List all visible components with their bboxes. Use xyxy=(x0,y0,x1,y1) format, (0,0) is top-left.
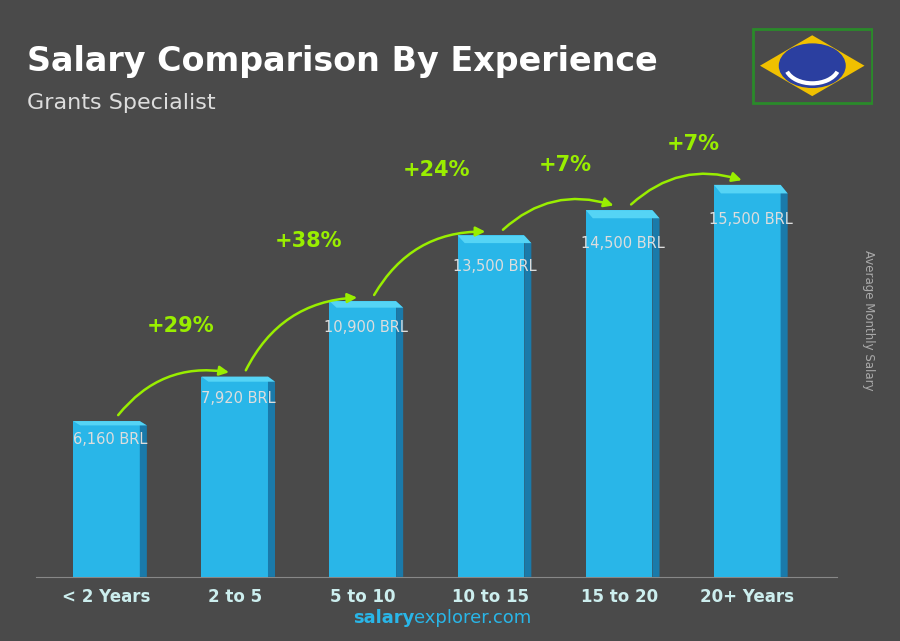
Polygon shape xyxy=(760,35,865,96)
Bar xyxy=(329,301,396,577)
Text: 13,500 BRL: 13,500 BRL xyxy=(453,260,536,274)
Polygon shape xyxy=(652,210,660,577)
Text: 15,500 BRL: 15,500 BRL xyxy=(709,212,793,228)
Text: +7%: +7% xyxy=(538,154,591,175)
Text: 6,160 BRL: 6,160 BRL xyxy=(73,432,148,447)
Text: 7,920 BRL: 7,920 BRL xyxy=(201,390,275,406)
Polygon shape xyxy=(140,421,147,577)
Polygon shape xyxy=(73,421,147,426)
Polygon shape xyxy=(329,301,403,308)
Text: salary: salary xyxy=(353,609,414,627)
Polygon shape xyxy=(780,185,788,577)
Polygon shape xyxy=(457,235,531,243)
Bar xyxy=(457,235,525,577)
Polygon shape xyxy=(202,376,275,381)
Polygon shape xyxy=(268,376,275,577)
Text: 14,500 BRL: 14,500 BRL xyxy=(580,236,664,251)
Polygon shape xyxy=(525,235,531,577)
Polygon shape xyxy=(396,301,403,577)
Circle shape xyxy=(779,44,845,87)
Polygon shape xyxy=(586,210,660,219)
Text: 10,900 BRL: 10,900 BRL xyxy=(324,320,409,335)
Bar xyxy=(714,185,780,577)
Text: Average Monthly Salary: Average Monthly Salary xyxy=(862,250,875,391)
Polygon shape xyxy=(714,185,788,194)
Text: +38%: +38% xyxy=(274,231,342,251)
Bar xyxy=(202,376,268,577)
Text: explorer.com: explorer.com xyxy=(414,609,531,627)
Text: +7%: +7% xyxy=(667,135,720,154)
Text: Grants Specialist: Grants Specialist xyxy=(27,93,216,113)
Text: Salary Comparison By Experience: Salary Comparison By Experience xyxy=(27,45,658,78)
Bar xyxy=(73,421,140,577)
Text: +29%: +29% xyxy=(147,316,214,336)
Text: +24%: +24% xyxy=(403,160,471,179)
Bar xyxy=(586,210,652,577)
